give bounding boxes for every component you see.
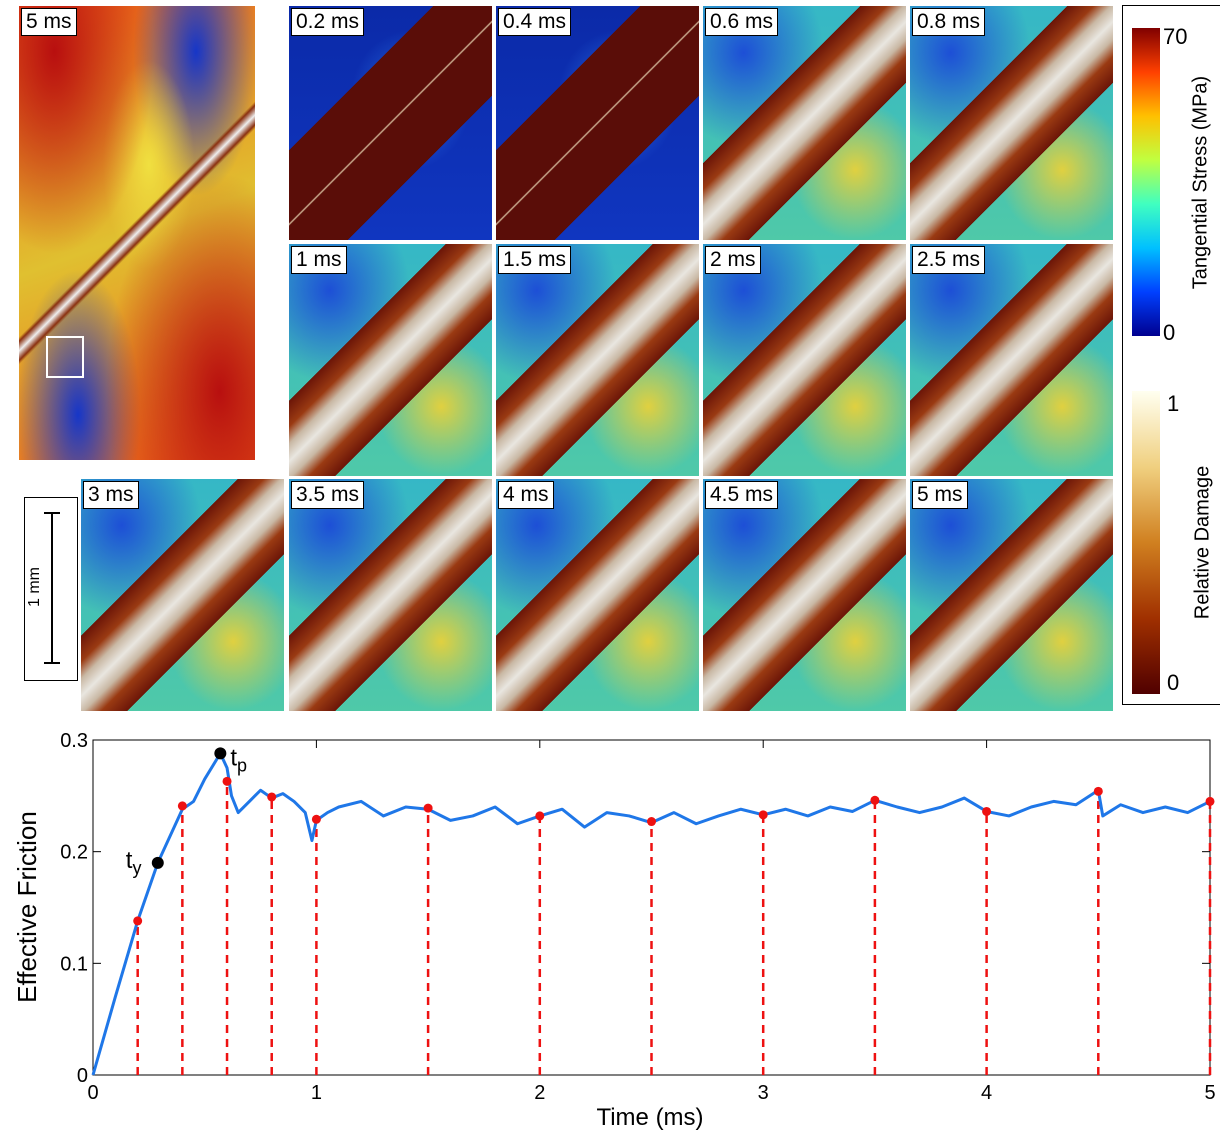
damage-max: 1: [1167, 391, 1180, 416]
stress-colorbar: [1132, 28, 1160, 336]
y-axis-label: Effective Friction: [12, 811, 42, 1003]
y-tick-label: 0: [77, 1065, 88, 1087]
snapshot-panel: 0.2 ms: [288, 5, 493, 241]
panel-label: 3.5 ms: [291, 481, 365, 509]
panel-label: 1 ms: [291, 246, 347, 274]
snapshot-point: [423, 803, 433, 813]
snapshot-point: [1205, 796, 1215, 806]
snapshot-panel: 4.5 ms: [702, 478, 907, 712]
scale-bar-label: 1 mm: [26, 567, 43, 607]
snapshot-point: [1093, 786, 1103, 796]
event-label-base: t: [126, 847, 133, 874]
panel-label: 4 ms: [498, 481, 554, 509]
panel-label: 3 ms: [83, 481, 139, 509]
stress-max: 70: [1163, 24, 1188, 49]
stress-label: Tangential Stress (MPa): [1189, 75, 1212, 290]
scale-bar-cap: [44, 662, 60, 664]
scale-bar: [51, 513, 53, 663]
snapshot-point: [177, 801, 187, 811]
panel-label: 0.4 ms: [498, 8, 572, 36]
panel-label: 0.8 ms: [912, 8, 986, 36]
panel-label: 5 ms: [21, 8, 77, 36]
panel-label: 4.5 ms: [705, 481, 779, 509]
damage-min: 0: [1167, 670, 1180, 695]
damage-colorbar: [1132, 391, 1160, 694]
snapshot-panel: 3.5 ms: [288, 478, 493, 712]
snapshot-point: [870, 795, 880, 805]
snapshot-point: [982, 806, 992, 816]
event-label-sub: y: [132, 858, 141, 878]
zoom-box: [46, 336, 84, 378]
snapshot-point: [311, 814, 321, 824]
panel-label: 0.6 ms: [705, 8, 779, 36]
snapshot-point: [535, 811, 545, 821]
y-tick-label: 0.1: [60, 953, 88, 975]
event-marker: [151, 856, 164, 869]
event-label: ty: [126, 847, 142, 878]
snapshot-panel: 4 ms: [495, 478, 700, 712]
snapshot-point: [647, 817, 656, 827]
scale-bar-cap: [44, 512, 60, 514]
x-tick-label: 3: [758, 1082, 769, 1104]
event-marker: [214, 747, 227, 760]
snapshot-panel: 3 ms: [80, 478, 285, 712]
x-tick-label: 5: [1204, 1082, 1215, 1104]
x-tick-label: 2: [534, 1082, 545, 1104]
snapshot-panel: 1 ms: [288, 243, 493, 477]
x-axis-label: Time (ms): [596, 1104, 703, 1131]
colorbar-box: 70 0 Tangential Stress (MPa) 1 0 Relativ…: [1122, 5, 1220, 705]
snapshot-panel: 0.4 ms: [495, 5, 700, 241]
y-tick-label: 0.3: [60, 730, 88, 752]
scale-bar-box: 1 mm: [24, 497, 78, 681]
snapshot-point: [758, 810, 768, 820]
x-tick-label: 4: [981, 1082, 992, 1104]
x-tick-label: 0: [87, 1082, 98, 1104]
panel-label: 1.5 ms: [498, 246, 572, 274]
friction-line: [91, 751, 1211, 1076]
event-label-sub: p: [237, 755, 247, 775]
panel-label: 2.5 ms: [912, 246, 986, 274]
snapshot-point: [133, 916, 143, 926]
panel-label: 0.2 ms: [291, 8, 365, 36]
panel-label: 2 ms: [705, 246, 761, 274]
snapshot-panel: 2.5 ms: [909, 243, 1114, 477]
damage-label: Relative Damage: [1191, 465, 1214, 620]
snapshot-panel: 0.6 ms: [702, 5, 907, 241]
event-label: tp: [230, 744, 247, 775]
snapshot-panel: 1.5 ms: [495, 243, 700, 477]
snapshot-point: [267, 792, 277, 802]
plot-frame: [92, 739, 1211, 1076]
snapshot-point: [222, 776, 232, 786]
event-label-base: t: [230, 744, 237, 771]
panel-label: 5 ms: [912, 481, 968, 509]
snapshot-panel: 5 ms: [18, 5, 256, 461]
snapshot-panel: 5 ms: [909, 478, 1114, 712]
x-tick-label: 1: [311, 1082, 322, 1104]
snapshot-panel: 0.8 ms: [909, 5, 1114, 241]
y-tick-label: 0.2: [60, 842, 88, 864]
stress-min: 0: [1163, 320, 1176, 345]
snapshot-panel: 2 ms: [702, 243, 907, 477]
